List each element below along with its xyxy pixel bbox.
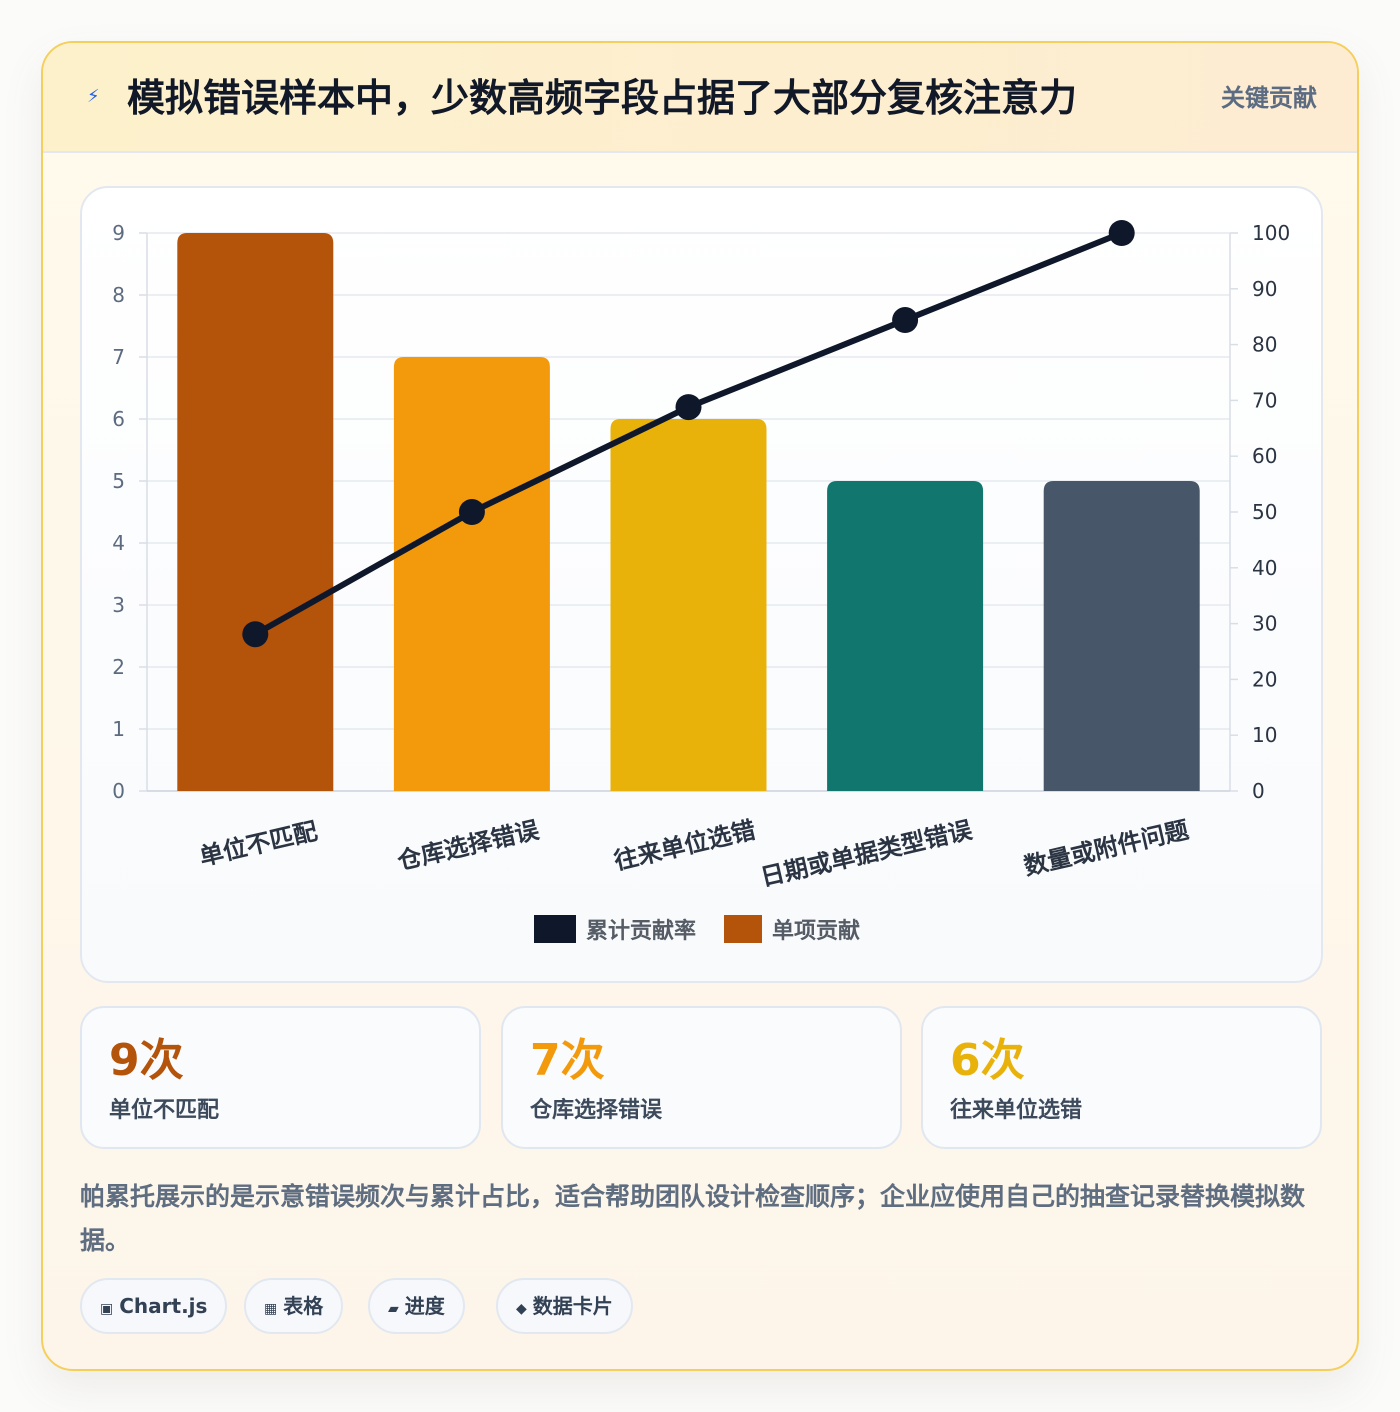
- stat-label: 单位不匹配: [109, 1098, 220, 1123]
- chart-card: ⚡ 模拟错误样本中，少数高频字段占据了大部分复核注意力 关键贡献 0 1 2 3 4 5 6…: [41, 41, 1359, 1371]
- y2-tick-label: 40: [1252, 556, 1277, 580]
- y-tick-label: 7: [112, 345, 125, 369]
- y2-tick-label: 0: [1252, 779, 1265, 803]
- legend-swatch: [534, 915, 576, 943]
- bar: [610, 419, 767, 791]
- stat-value: 7次: [530, 1035, 605, 1086]
- y2-tick-label: 100: [1252, 221, 1290, 245]
- header-badge: 关键贡献: [1221, 84, 1317, 112]
- x-tick-label: 日期或单据类型错误: [758, 816, 976, 892]
- y-tick-label: 1: [112, 717, 125, 741]
- bar: [827, 481, 984, 791]
- y-tick-label: 4: [112, 531, 125, 555]
- tag-label: 进度: [404, 1294, 445, 1318]
- chart-panel: 0 1 2 3 4 5 6 7 8 9 0 10 20 30 40 50 60 70 80 90 100 单位不匹配 仓库选…: [80, 186, 1323, 983]
- y-tick-label: 0: [112, 779, 125, 803]
- x-tick-label: 数量或附件问题: [1021, 816, 1191, 881]
- y2-tick-label: 70: [1252, 388, 1277, 412]
- y-tick-label: 5: [112, 469, 125, 493]
- y2-tick-label: 10: [1252, 723, 1277, 747]
- legend-label: 累计贡献率: [586, 918, 696, 944]
- progress-icon: ▰: [388, 1301, 399, 1317]
- tag-label: Chart.js: [119, 1294, 208, 1318]
- y2-tick-label: 60: [1252, 444, 1277, 468]
- legend-swatch: [724, 915, 762, 943]
- stat-label: 仓库选择错误: [530, 1098, 663, 1123]
- x-tick-label: 单位不匹配: [197, 817, 320, 871]
- stat-card: 9次 单位不匹配: [80, 1006, 481, 1149]
- tag-progress[interactable]: ▰ 进度: [368, 1278, 465, 1334]
- line-point: [242, 621, 269, 648]
- legend-label: 单项贡献: [772, 918, 860, 944]
- page-title: 模拟错误样本中，少数高频字段占据了大部分复核注意力: [127, 76, 1078, 120]
- stat-card: 7次 仓库选择错误: [501, 1006, 902, 1149]
- y2-tick-label: 50: [1252, 500, 1277, 524]
- line-point: [675, 394, 702, 421]
- y-tick-label: 9: [112, 221, 125, 245]
- y2-tick-label: 80: [1252, 333, 1277, 357]
- tag-label: 数据卡片: [532, 1294, 613, 1318]
- y-tick-label: 3: [112, 593, 125, 617]
- grid-icon: ▦: [264, 1301, 278, 1317]
- y2-tick-label: 90: [1252, 277, 1277, 301]
- x-tick-label: 仓库选择错误: [394, 816, 543, 876]
- card-header: ⚡ 模拟错误样本中，少数高频字段占据了大部分复核注意力 关键贡献: [43, 43, 1357, 153]
- y-tick-label: 8: [112, 283, 125, 307]
- bar: [1043, 481, 1200, 791]
- lightning-icon: ⚡: [87, 86, 100, 107]
- y2-tick-label: 20: [1252, 667, 1277, 691]
- tag-table[interactable]: ▦ 表格: [244, 1278, 344, 1334]
- chart-note: 帕累托展示的是示意错误频次与累计占比，适合帮助团队设计检查顺序；企业应使用自己的…: [80, 1182, 1306, 1255]
- bar: [393, 357, 550, 791]
- diamond-icon: ◆: [516, 1301, 527, 1317]
- bar: [177, 233, 334, 791]
- tag-label: 表格: [283, 1294, 324, 1318]
- line-point: [892, 307, 919, 334]
- y-tick-label: 6: [112, 407, 125, 431]
- stat-value: 9次: [109, 1035, 184, 1086]
- y2-tick-label: 30: [1252, 612, 1277, 636]
- square-icon: ▣: [100, 1301, 114, 1317]
- tag-chartjs[interactable]: ▣ Chart.js: [80, 1278, 228, 1334]
- line-point: [458, 499, 485, 525]
- tag-data-card[interactable]: ◆ 数据卡片: [496, 1278, 633, 1334]
- y-tick-label: 2: [112, 655, 125, 679]
- line-point: [1108, 220, 1135, 246]
- stat-label: 往来单位选错: [950, 1098, 1083, 1123]
- stat-value: 6次: [950, 1035, 1025, 1086]
- x-tick-label: 往来单位选错: [611, 816, 758, 876]
- stat-card: 6次 往来单位选错: [921, 1006, 1322, 1149]
